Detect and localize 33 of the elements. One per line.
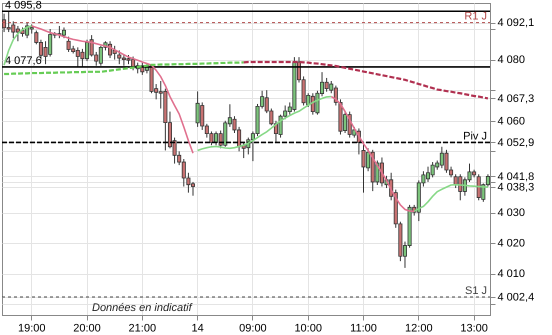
- candlestick: [62, 26, 66, 39]
- y-tick-label: 4 092,1: [498, 17, 534, 30]
- annotation: Données en indicatif: [92, 302, 193, 314]
- ref-line-label: 4 077,6: [5, 54, 42, 67]
- y-tick-label: 4 041,8: [498, 170, 534, 183]
- x-tick-label: 12:00: [405, 322, 433, 334]
- candlestick: [16, 25, 20, 42]
- x-tick-label: 11:00: [350, 322, 377, 334]
- y-tick-label: 4 052,9: [498, 136, 534, 149]
- candlestick: [66, 36, 71, 52]
- ref-line-label: Piv J: [463, 130, 487, 142]
- candlestick: [126, 54, 131, 65]
- ref-line-label: S1 J: [464, 284, 487, 297]
- line-series: [242, 60, 490, 100]
- y-tick-label: 4 080: [498, 54, 526, 66]
- x-tick-label: 20:00: [73, 322, 101, 334]
- x-tick-label: 10:00: [294, 322, 322, 334]
- y-tick-label: 4 030: [498, 207, 526, 220]
- x-tick-label: 13:00: [460, 322, 488, 334]
- y-tick-label: 4 020: [498, 238, 526, 250]
- y-tick-label: 4 038,3: [498, 182, 534, 194]
- y-tick-label: 4 060: [498, 115, 526, 128]
- ref-line-label: 4 095,8: [5, 0, 42, 12]
- x-tick-label: 14: [191, 322, 204, 334]
- candlestick: [2, 13, 6, 33]
- y-tick-label: 4 010: [498, 268, 526, 280]
- candlestick: [190, 181, 196, 196]
- x-tick-label: 19:00: [18, 322, 46, 334]
- y-tick-label: 4 067,3: [498, 92, 534, 105]
- x-tick-label: 09:00: [239, 322, 267, 334]
- x-tick-label: 21:00: [128, 322, 156, 334]
- y-tick-label: 4 002,4: [498, 291, 534, 304]
- ref-line-label: R1 J: [464, 10, 487, 23]
